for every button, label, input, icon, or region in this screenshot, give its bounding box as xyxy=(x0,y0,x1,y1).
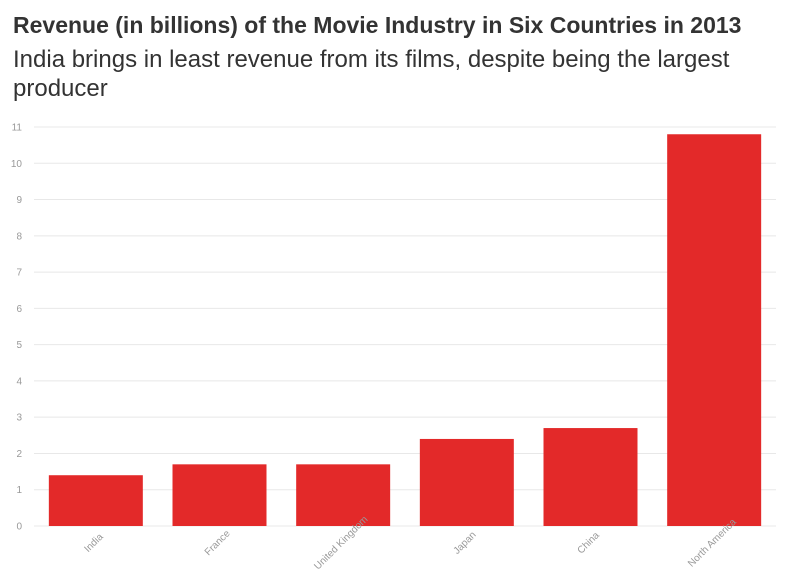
y-tick-label: 2 xyxy=(16,449,22,460)
y-tick-label: 8 xyxy=(16,231,22,242)
x-tick-label: India xyxy=(83,531,106,554)
y-tick-label: 4 xyxy=(16,376,22,387)
bar-north-america[interactable] xyxy=(667,134,762,526)
y-tick-label: 0 xyxy=(16,522,22,533)
y-tick-label: 7 xyxy=(16,268,22,279)
gridlines xyxy=(34,126,776,527)
x-tick-label: China xyxy=(576,530,603,557)
x-tick-label: Japan xyxy=(452,530,479,557)
y-tick-label: 9 xyxy=(16,195,22,206)
y-tick-label: 3 xyxy=(16,413,22,424)
bar-china[interactable] xyxy=(543,428,638,526)
chart-title: Revenue (in billions) of the Movie Indus… xyxy=(13,12,742,38)
bar-france[interactable] xyxy=(172,464,267,526)
bar-india[interactable] xyxy=(48,475,143,526)
y-tick-label: 6 xyxy=(16,304,22,315)
x-tick-label: France xyxy=(203,528,233,558)
bars xyxy=(48,134,762,526)
bar-united-kingdom[interactable] xyxy=(296,464,391,526)
y-axis-ticks: 0 1 2 3 4 5 6 7 8 9 10 11 xyxy=(11,123,23,533)
chart-subtitle: India brings in least revenue from its f… xyxy=(13,46,730,102)
bar-japan[interactable] xyxy=(419,438,514,526)
y-tick-label: 11 xyxy=(12,123,23,134)
y-tick-label: 10 xyxy=(11,159,23,170)
y-tick-label: 5 xyxy=(16,340,22,351)
y-tick-label: 1 xyxy=(16,485,22,496)
